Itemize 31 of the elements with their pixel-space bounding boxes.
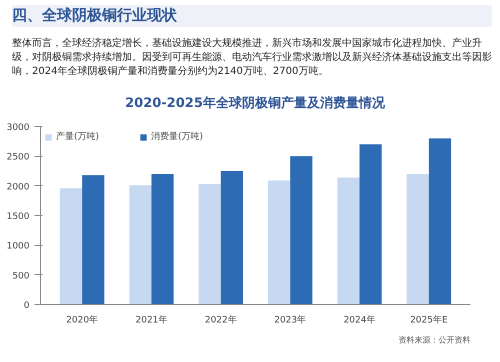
bar [220, 171, 244, 304]
bar [82, 175, 104, 304]
y-tick-label: 2500 [6, 152, 30, 163]
x-tick-label: 2023年 [274, 314, 306, 326]
y-tick-label: 0 [24, 301, 30, 311]
legend-label: 消费量(万吨) [151, 130, 204, 143]
x-tick-label: 2022年 [204, 314, 237, 326]
bar [360, 144, 382, 304]
y-tick-label: 1000 [6, 242, 30, 252]
text: 整体而言，全球经济稳定增长，基础设施建设大规模推进，新兴市场和发展中国家城市化进程加快、产业升级，对阴极铜需求持续增加。因受到可再生能源、电动汽车行业需求激增以及新兴经济体基础设施支出等因影响，2024年全球阴极铜产量和消费量分别约为2140万吨、2700万吨。 [12, 37, 492, 79]
bar [337, 178, 360, 304]
y-tick-label: 2000 [6, 182, 30, 192]
x-tick-label: 2020年 [66, 314, 98, 326]
chart-title: 2020-2025年全球阴极铜产量及消费量情况 [125, 95, 385, 113]
x-tick-label: 2024年 [344, 314, 376, 326]
bar [428, 138, 452, 304]
x-tick-label: 2021年 [136, 314, 168, 326]
text: 资料来源：公开资料 [398, 336, 470, 344]
bar [406, 174, 429, 304]
bar [60, 188, 82, 304]
bar [290, 156, 312, 304]
legend-label: 产量(万吨) [56, 130, 100, 143]
bar [268, 180, 290, 304]
bar [129, 185, 152, 304]
y-tick-label: 3000 [6, 123, 30, 133]
x-tick-label: 2025年E [410, 314, 448, 326]
text: 四、全球阴极铜行业现状 [12, 5, 177, 26]
bar [198, 184, 221, 304]
bar [151, 174, 174, 304]
y-tick-label: 500 [12, 271, 30, 282]
y-tick-label: 1500 [6, 212, 30, 222]
